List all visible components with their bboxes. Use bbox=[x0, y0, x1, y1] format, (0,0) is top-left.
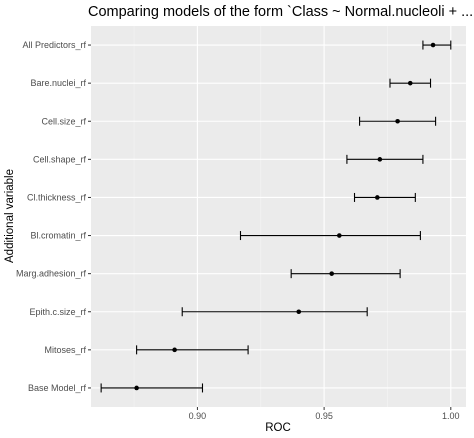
error-bar-group bbox=[290, 269, 401, 279]
data-point bbox=[172, 347, 177, 353]
error-bar-group bbox=[100, 383, 204, 393]
x-axis: 0.90 0.95 1.00 bbox=[189, 407, 460, 421]
error-bar-group bbox=[353, 192, 416, 202]
y-tick-label: Mitoses_rf bbox=[44, 345, 86, 355]
x-tick-label: 0.90 bbox=[189, 411, 207, 421]
error-bar-group bbox=[181, 307, 368, 317]
error-bar-group bbox=[346, 154, 424, 164]
x-axis-title: ROC bbox=[265, 422, 291, 434]
y-tick-label: All Predictors_rf bbox=[22, 40, 86, 50]
data-marks bbox=[100, 40, 452, 393]
data-point bbox=[375, 195, 380, 200]
y-tick-label: Marg.adhesion_rf bbox=[16, 269, 87, 279]
y-tick-label: Cell.size_rf bbox=[41, 116, 86, 126]
x-tick-label: 1.00 bbox=[442, 411, 460, 421]
data-point bbox=[329, 271, 335, 276]
y-axis-title: Additional variable bbox=[4, 169, 16, 263]
y-tick-label: Epith.c.size_rf bbox=[29, 307, 86, 317]
y-tick-label: Bl.cromatin_rf bbox=[30, 231, 86, 241]
y-tick-label: Bare.nuclei_rf bbox=[30, 78, 86, 88]
data-point bbox=[430, 42, 436, 48]
error-bar-group bbox=[136, 345, 249, 355]
y-tick-label: Cell.shape_rf bbox=[33, 154, 87, 164]
y-tick-label: Base Model_rf bbox=[28, 383, 87, 393]
data-point bbox=[296, 309, 302, 315]
chart-title: Comparing models of the form `Class ~ No… bbox=[88, 4, 474, 20]
data-point bbox=[134, 385, 139, 391]
error-bar-group bbox=[239, 231, 421, 241]
data-point bbox=[337, 233, 342, 238]
x-tick-label: 0.95 bbox=[315, 411, 333, 421]
error-bar-group bbox=[389, 78, 432, 88]
data-point bbox=[407, 80, 413, 86]
y-axis: All Predictors_rf Bare.nuclei_rf Cell.size… bbox=[16, 40, 91, 393]
plot-panel bbox=[91, 26, 466, 407]
data-point bbox=[377, 157, 383, 162]
y-tick-label: Cl.thickness_rf bbox=[27, 192, 87, 202]
error-bar-group bbox=[422, 40, 452, 50]
data-point bbox=[395, 118, 400, 124]
error-bar-group bbox=[359, 116, 437, 126]
